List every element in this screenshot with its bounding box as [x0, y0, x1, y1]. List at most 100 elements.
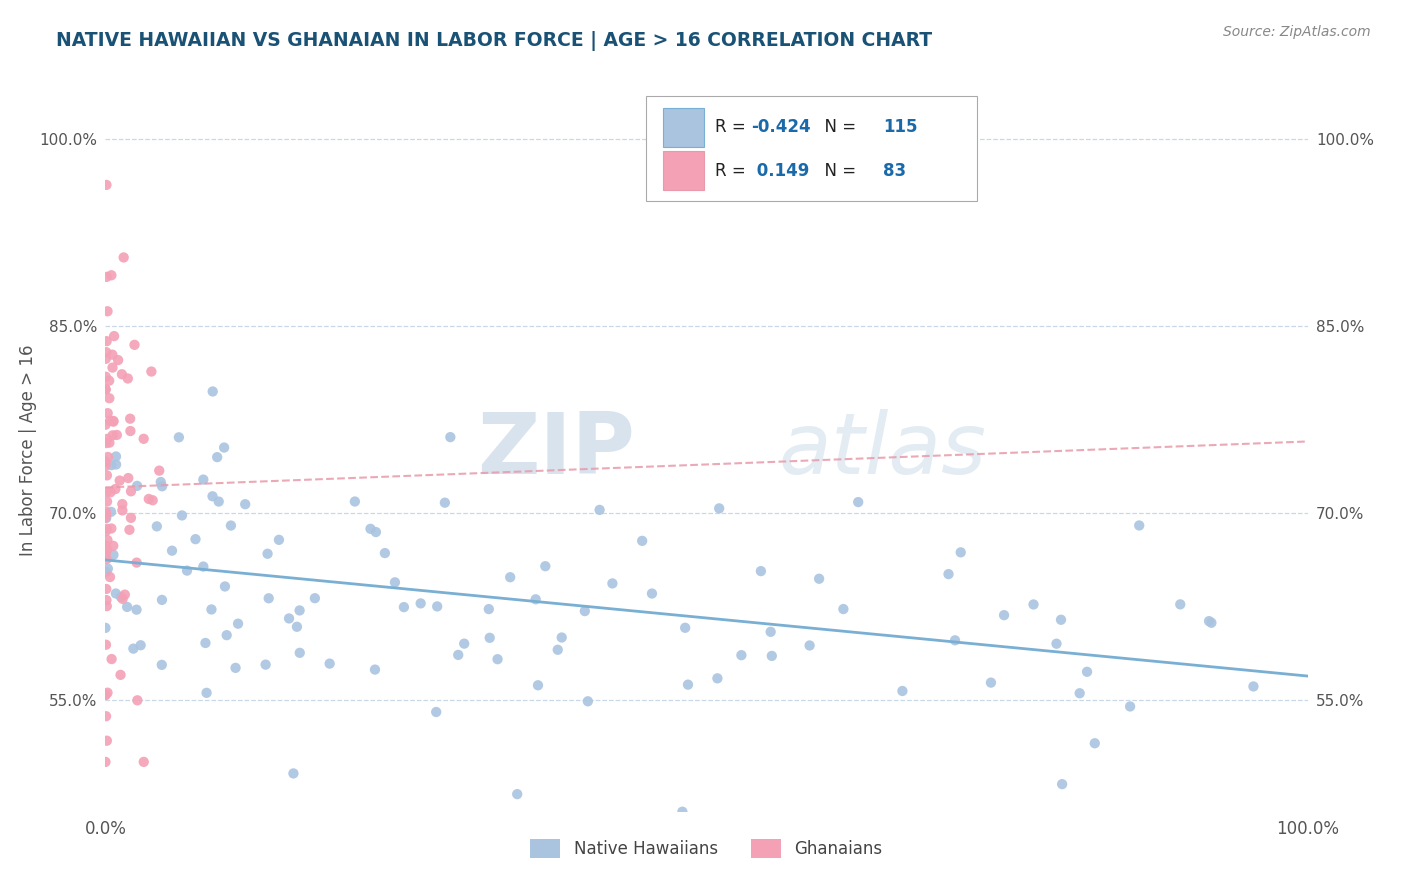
- Point: [486, 652, 509, 666]
- Point: [101, 348, 124, 362]
- Point: [150, 479, 173, 493]
- Point: [195, 686, 218, 700]
- Point: [384, 575, 406, 590]
- Point: [100, 485, 122, 500]
- Point: [96, 432, 118, 446]
- Point: [112, 251, 135, 265]
- Point: [96, 565, 118, 579]
- Point: [96, 542, 118, 557]
- Text: R =: R =: [714, 161, 751, 180]
- Point: [205, 450, 228, 464]
- Point: [184, 532, 207, 546]
- Point: [94, 539, 117, 553]
- Point: [574, 604, 596, 618]
- Point: [96, 304, 118, 318]
- Point: [110, 668, 132, 682]
- Point: [832, 602, 855, 616]
- Point: [478, 602, 501, 616]
- Point: [233, 497, 256, 511]
- Point: [176, 564, 198, 578]
- Point: [96, 686, 118, 700]
- Point: [111, 368, 134, 382]
- Point: [343, 494, 366, 508]
- Point: [120, 484, 142, 499]
- Point: [993, 608, 1015, 623]
- Point: [129, 638, 152, 652]
- Point: [676, 678, 699, 692]
- Point: [94, 510, 117, 524]
- Point: [96, 599, 118, 614]
- Point: [96, 593, 118, 607]
- Text: NATIVE HAWAIIAN VS GHANAIAN IN LABOR FORCE | AGE > 16 CORRELATION CHART: NATIVE HAWAIIAN VS GHANAIAN IN LABOR FOR…: [56, 31, 932, 51]
- Point: [439, 430, 461, 444]
- Point: [551, 631, 574, 645]
- Point: [96, 511, 118, 525]
- FancyBboxPatch shape: [664, 108, 704, 147]
- Point: [97, 450, 120, 464]
- Point: [94, 547, 117, 561]
- Point: [104, 450, 127, 464]
- Point: [108, 474, 131, 488]
- Point: [98, 374, 121, 388]
- Point: [105, 428, 128, 442]
- Point: [193, 559, 215, 574]
- Point: [115, 599, 138, 614]
- Point: [254, 657, 277, 672]
- Point: [94, 505, 117, 519]
- Point: [94, 688, 117, 702]
- Point: [149, 475, 172, 489]
- Point: [94, 351, 117, 366]
- Point: [125, 602, 148, 616]
- Point: [257, 591, 280, 606]
- Point: [138, 491, 160, 506]
- Point: [283, 766, 305, 780]
- Text: R =: R =: [714, 119, 751, 136]
- Point: [94, 709, 117, 723]
- Point: [100, 652, 122, 666]
- Point: [527, 678, 550, 692]
- Point: [117, 371, 139, 385]
- Point: [150, 657, 173, 672]
- FancyBboxPatch shape: [664, 152, 704, 190]
- Point: [214, 579, 236, 593]
- Point: [891, 684, 914, 698]
- Point: [94, 638, 117, 652]
- Point: [96, 334, 118, 348]
- Point: [706, 671, 728, 685]
- Point: [167, 430, 190, 444]
- Point: [499, 570, 522, 584]
- Point: [1076, 665, 1098, 679]
- Point: [288, 603, 311, 617]
- Text: 115: 115: [883, 119, 918, 136]
- Point: [453, 637, 475, 651]
- Point: [360, 522, 382, 536]
- Point: [100, 521, 122, 535]
- Point: [761, 648, 783, 663]
- Point: [94, 436, 117, 450]
- Point: [96, 522, 118, 536]
- Point: [631, 533, 654, 548]
- Point: [1084, 736, 1107, 750]
- Point: [103, 414, 125, 428]
- Point: [938, 567, 960, 582]
- Point: [114, 588, 136, 602]
- Point: [219, 518, 242, 533]
- Point: [94, 688, 117, 702]
- Point: [98, 391, 121, 405]
- Point: [506, 787, 529, 801]
- Point: [103, 548, 125, 562]
- Point: [285, 620, 308, 634]
- Point: [96, 733, 118, 747]
- Point: [364, 524, 387, 539]
- Point: [374, 546, 396, 560]
- Point: [148, 464, 170, 478]
- Point: [94, 541, 117, 555]
- Point: [949, 545, 972, 559]
- Text: atlas: atlas: [779, 409, 987, 492]
- FancyBboxPatch shape: [647, 96, 977, 202]
- Point: [1168, 598, 1191, 612]
- Point: [100, 268, 122, 283]
- Point: [94, 417, 117, 432]
- Point: [124, 338, 146, 352]
- Point: [200, 602, 222, 616]
